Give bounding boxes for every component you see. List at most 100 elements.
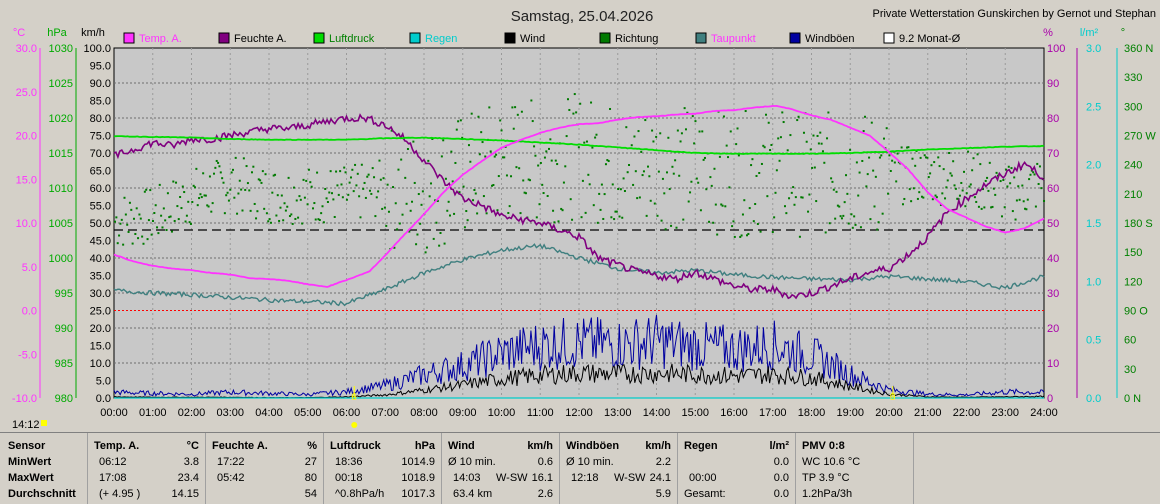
direction-point — [763, 146, 766, 149]
temp-tick-label: 5.0 — [22, 262, 37, 274]
direction-point — [588, 183, 591, 186]
direction-tick-label: 60 — [1124, 335, 1136, 347]
direction-point — [682, 218, 685, 221]
stats-rain-max-time: 00:00 — [689, 472, 717, 484]
direction-point — [664, 228, 667, 231]
direction-point — [343, 166, 346, 169]
chart-title: Samstag, 25.04.2026 — [511, 8, 654, 25]
chart-canvas: Samstag, 25.04.2026 Private Wetterstation… — [11, 8, 1157, 431]
direction-point — [808, 193, 811, 196]
direction-point — [293, 186, 296, 189]
wind-tick-label: 70.0 — [90, 148, 111, 160]
direction-point — [882, 137, 885, 140]
direction-point — [253, 202, 256, 205]
direction-point — [553, 221, 556, 224]
direction-point — [535, 216, 538, 219]
humidity-tick-label: 10 — [1047, 358, 1059, 370]
direction-point — [453, 212, 456, 215]
direction-point — [485, 212, 488, 215]
direction-point — [948, 152, 951, 155]
direction-point — [566, 98, 569, 101]
direction-point — [317, 218, 320, 221]
direction-point — [542, 192, 545, 195]
direction-point — [495, 153, 498, 156]
stats-rain-min-value: 0.0 — [773, 456, 789, 468]
direction-point — [712, 221, 715, 224]
legend-swatch — [504, 32, 516, 44]
humidity-tick-label: 90 — [1047, 78, 1059, 90]
direction-point — [568, 108, 571, 111]
direction-point — [321, 205, 324, 208]
direction-point — [876, 228, 879, 231]
legend-label: Windböen — [805, 33, 855, 45]
direction-point — [320, 212, 323, 215]
humidity-unit-label: % — [1043, 27, 1053, 39]
stats-wind-max-value: 16.1 — [531, 472, 553, 484]
stats-gusts-column: Windböen km/h Ø 10 min. 2.2 12:18 W-SW 24.1 … — [560, 433, 678, 504]
direction-point — [906, 146, 909, 149]
direction-point — [714, 203, 717, 206]
direction-point — [459, 119, 462, 122]
direction-point — [865, 185, 868, 188]
pressure-tick-label: 1010 — [49, 183, 73, 195]
direction-point — [910, 200, 913, 203]
legend-swatch — [313, 32, 325, 44]
direction-point — [198, 197, 201, 200]
direction-point — [120, 218, 123, 221]
direction-point — [394, 202, 397, 205]
direction-point — [573, 93, 576, 96]
direction-point — [523, 191, 526, 194]
direction-point — [851, 226, 854, 229]
stats-temp-max-time: 17:08 — [99, 472, 127, 484]
direction-point — [638, 196, 641, 199]
direction-point — [914, 164, 917, 167]
stats-wind-min-value: 0.6 — [537, 456, 553, 468]
direction-point — [126, 223, 129, 226]
direction-point — [299, 198, 302, 201]
direction-point — [408, 230, 411, 233]
direction-point — [693, 142, 696, 145]
direction-point — [975, 200, 978, 203]
humidity-tick-label: 30 — [1047, 288, 1059, 300]
x-tick-label: 13:00 — [604, 407, 632, 419]
direction-point — [774, 191, 777, 194]
direction-point — [552, 209, 555, 212]
direction-point — [665, 171, 668, 174]
direction-point — [156, 226, 159, 229]
direction-point — [165, 229, 168, 232]
direction-point — [671, 165, 674, 168]
wind-tick-label: 50.0 — [90, 218, 111, 230]
direction-point — [1014, 218, 1017, 221]
legend-swatch — [695, 32, 707, 44]
legend-label: Wind — [520, 33, 545, 45]
direction-point — [454, 161, 457, 164]
direction-point — [937, 156, 940, 159]
stats-temp-min-value: 3.8 — [183, 456, 199, 468]
temp-tick-label: 30.0 — [16, 43, 37, 55]
direction-point — [659, 132, 662, 135]
direction-point — [158, 183, 161, 186]
direction-point — [236, 212, 239, 215]
direction-point — [859, 226, 862, 229]
direction-point — [931, 198, 934, 201]
direction-point — [790, 191, 793, 194]
direction-point — [208, 175, 211, 178]
x-tick-label: 19:00 — [836, 407, 864, 419]
direction-point — [298, 195, 301, 198]
direction-point — [755, 174, 758, 177]
stats-gusts-max-time: 12:18 — [571, 472, 599, 484]
direction-point — [444, 177, 447, 180]
direction-point — [934, 194, 937, 197]
direction-point — [583, 141, 586, 144]
direction-point — [510, 175, 513, 178]
station-name: Private Wetterstation Gunskirchen by Ger… — [872, 8, 1156, 20]
direction-point — [877, 221, 880, 224]
direction-point — [543, 156, 546, 159]
direction-point — [642, 170, 645, 173]
direction-point — [766, 195, 769, 198]
direction-point — [891, 159, 894, 162]
direction-point — [175, 181, 178, 184]
direction-point — [1036, 162, 1039, 165]
direction-point — [830, 177, 833, 180]
direction-point — [131, 242, 134, 245]
